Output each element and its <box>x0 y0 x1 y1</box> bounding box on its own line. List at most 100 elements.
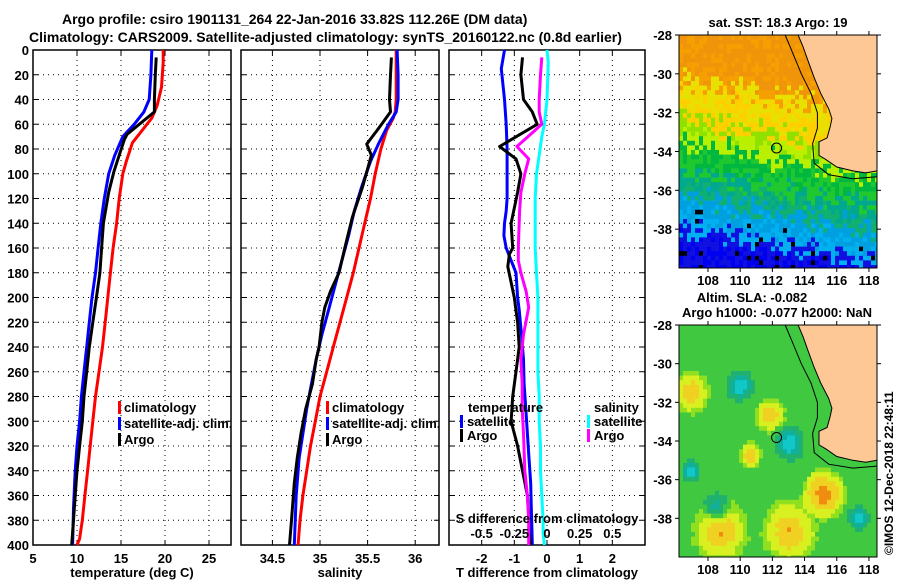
y-tick-label: 380 <box>7 513 29 528</box>
y-tick-label: 0 <box>22 43 29 58</box>
argo-position-marker <box>771 142 783 154</box>
x-tick-label: 35 <box>313 551 327 566</box>
lon-tick-label: 112 <box>762 562 783 577</box>
y-tick-label: 140 <box>7 216 29 231</box>
salinity-panel: 34.5 35 35.5 36 salinity climatologysatellite… <box>240 49 440 580</box>
legend-swatch <box>326 417 329 430</box>
series-line-argo <box>288 57 393 546</box>
lat-tick-label: -30 <box>653 67 672 82</box>
legend-swatch <box>326 433 329 446</box>
lon-tick-label: 110 <box>730 562 751 577</box>
legend-swatch <box>587 429 590 442</box>
legend-label: Argo <box>594 428 624 443</box>
y-tick-label: 60 <box>15 117 29 132</box>
series-line-salinity-satellite <box>533 49 550 546</box>
y-tick-label: 280 <box>7 390 29 405</box>
x-tick-label: 36 <box>408 551 422 566</box>
lat-tick-label: -30 <box>653 357 672 372</box>
x2-tick-label: 0.25 <box>567 526 592 541</box>
lon-tick-label: 114 <box>794 562 816 577</box>
lon-tick-label: 116 <box>826 562 847 577</box>
figure-title-line2: Climatology: CARS2009. Satellite-adjuste… <box>29 29 622 45</box>
legend-label: Argo <box>332 432 362 447</box>
x-tick-label: 15 <box>114 551 128 566</box>
y-tick-label: 360 <box>7 489 29 504</box>
lon-tick-label: 108 <box>697 562 719 577</box>
x-tick-label: 10 <box>70 551 84 566</box>
series-line-argo <box>70 57 158 546</box>
legend-swatch <box>460 429 463 442</box>
lat-tick-label: -38 <box>653 511 672 526</box>
y-tick-label: 220 <box>7 315 29 330</box>
copyright-label: ©IMOS 12-Dec-2018 22:48:11 <box>882 391 896 555</box>
lat-tick-label: -32 <box>653 106 672 121</box>
legend-swatch <box>460 415 463 428</box>
x2-axis-label: S difference from climatology <box>456 511 640 526</box>
lat-tick-label: -36 <box>653 183 672 198</box>
sst-map-panel: 108 110 112 114 116 118 -28 -30 -32 -34 -36 -38 sat.… <box>653 15 881 288</box>
legend-swatch <box>118 401 121 414</box>
y-tick-label: 400 <box>7 538 29 553</box>
legend-label: Argo <box>467 428 497 443</box>
series-line-satellite-adj-clim- <box>71 49 154 546</box>
x2-tick-label: -0.5 <box>470 526 492 541</box>
legend-swatch <box>587 415 590 428</box>
plot-frame <box>32 49 232 546</box>
sla-map-panel: 108 110 112 114 116 118 -28 -30 -32 -34 -36 -38 Alti… <box>653 290 881 577</box>
temperature-panel: 0 20 40 60 80 100 120 140 160 180 200 220 240 260 280 3… <box>7 43 232 580</box>
legend-swatch <box>118 417 121 430</box>
x-tick-label: -1 <box>509 551 521 566</box>
y-tick-label: 20 <box>15 68 29 83</box>
lon-tick-label: 110 <box>730 273 751 288</box>
lon-tick-label: 118 <box>858 562 879 577</box>
lon-tick-label: 112 <box>762 273 783 288</box>
x-tick-label: 0 <box>543 551 550 566</box>
difference-panel: -2 -1 0 1 2T difference from climatology temp… <box>448 49 646 580</box>
lat-tick-label: -28 <box>653 318 672 333</box>
lat-tick-label: -28 <box>653 28 672 43</box>
lon-tick-label: 118 <box>858 273 879 288</box>
y-tick-label: 240 <box>7 340 29 355</box>
series-line-temperature-argo <box>498 57 539 546</box>
y-tick-label: 40 <box>15 93 29 108</box>
y-tick-label: 320 <box>7 439 29 454</box>
lat-tick-label: -34 <box>653 434 673 449</box>
land-mass <box>797 325 877 463</box>
isobath-contour <box>784 325 877 469</box>
x-tick-label: 25 <box>202 551 216 566</box>
y-tick-label: 180 <box>7 266 29 281</box>
y-tick-label: 160 <box>7 241 29 256</box>
lon-tick-label: 116 <box>826 273 847 288</box>
y-tick-label: 260 <box>7 365 29 380</box>
series-line-temperature-satellite <box>499 49 534 546</box>
legend-group-title: temperature <box>468 400 543 415</box>
lon-tick-label: 114 <box>794 273 816 288</box>
x-tick-label: 34.5 <box>260 551 285 566</box>
lat-tick-label: -36 <box>653 473 672 488</box>
x-tick-label: -2 <box>476 551 488 566</box>
x-tick-label: 2 <box>609 551 616 566</box>
legend-swatch <box>326 401 329 414</box>
legend-label: satellite <box>467 414 515 429</box>
sla-map-subtitle: Argo h1000: -0.077 h2000: NaN <box>682 305 872 320</box>
legend-label: climatology <box>332 400 405 415</box>
legend-label: Argo <box>124 432 154 447</box>
legend-group-title: salinity <box>594 400 640 415</box>
y-tick-label: 340 <box>7 464 29 479</box>
legend-label: satellite-adj. clim. <box>124 416 232 431</box>
y-tick-label: 100 <box>7 167 29 182</box>
isobath-contour <box>784 35 877 180</box>
figure-title-line1: Argo profile: csiro 1901131_264 22-Jan-2… <box>62 11 528 27</box>
series-line-climatology <box>75 50 165 546</box>
lat-tick-label: -38 <box>653 222 672 237</box>
legend-label: satellite <box>594 414 642 429</box>
x2-tick-label: 0.5 <box>603 526 621 541</box>
x2-tick-label: -0.25 <box>500 526 530 541</box>
argo-position-marker <box>771 432 783 444</box>
plot-frame <box>240 49 440 546</box>
x-tick-label: 1 <box>576 551 583 566</box>
sla-map-title: Altim. SLA: -0.082 <box>697 290 808 305</box>
sst-map-title: sat. SST: 18.3 Argo: 19 <box>709 15 848 30</box>
y-tick-label: 120 <box>7 192 29 207</box>
lat-tick-label: -32 <box>653 395 672 410</box>
